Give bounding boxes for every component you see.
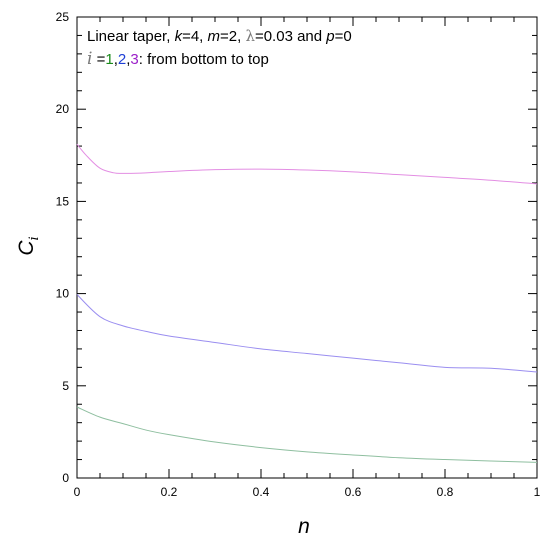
x-tick-label: 0.2 (161, 485, 178, 499)
x-axis-label: n (298, 515, 310, 538)
y-tick-label: 0 (62, 471, 69, 485)
svg-text:Ci: Ci (15, 236, 42, 255)
y-tick-label: 25 (56, 10, 70, 24)
series-line-3 (76, 143, 538, 185)
series-line-1 (76, 406, 538, 463)
x-tick-label: 0.8 (437, 485, 454, 499)
y-tick-label: 20 (56, 102, 70, 116)
series-line-2 (76, 294, 538, 373)
y-tick-label: 5 (62, 379, 69, 393)
x-tick-label: 0.4 (253, 485, 270, 499)
annotation-line-2: i =1,2,3: from bottom to top (87, 49, 269, 69)
x-tick-label: 0.6 (345, 485, 362, 499)
plot-area (76, 16, 538, 479)
x-tick-label: 1 (534, 485, 541, 499)
y-tick-label: 15 (56, 194, 70, 208)
y-tick-label: 10 (56, 287, 70, 301)
plot-frame (76, 16, 538, 479)
annotation-line-1: Linear taper, k=4, m=2, λ=0.03 and p=0 (87, 27, 352, 45)
series-layer (76, 143, 538, 463)
y-axis-label: Ci (15, 236, 42, 255)
x-tick-label: 0 (74, 485, 81, 499)
